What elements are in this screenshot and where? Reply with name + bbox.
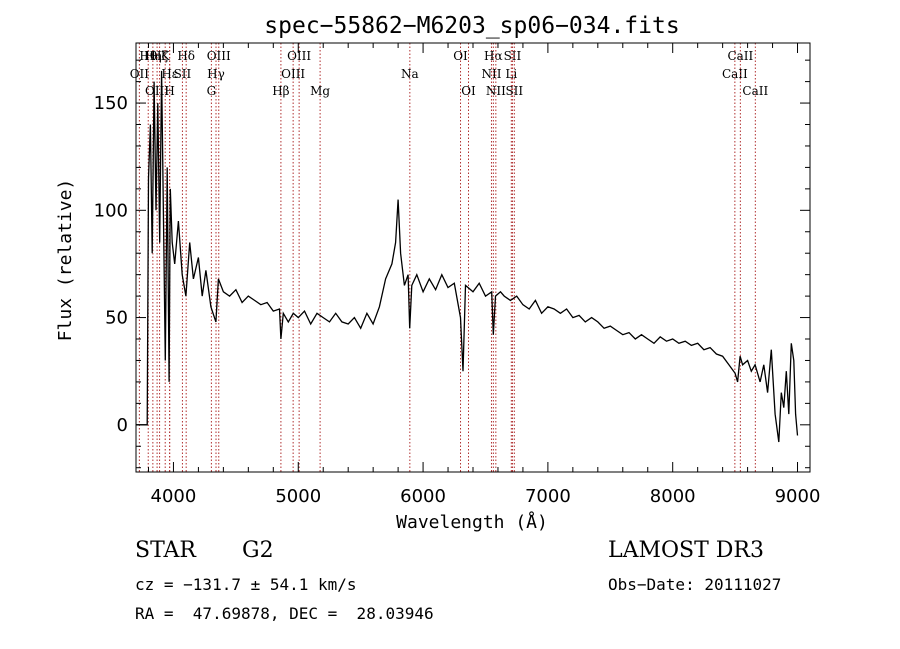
line-label-27: CaII — [727, 49, 753, 63]
line-label-13: Hβ — [272, 84, 289, 98]
line-label-16: Mg — [310, 84, 330, 98]
chart-title: spec−55862−M6203_sp06−034.fits — [264, 13, 679, 39]
x-tick-label-1: 5000 — [275, 486, 321, 507]
redshift-value: cz = −131.7 ± 54.1 km/s — [135, 575, 357, 594]
survey-name: LAMOST DR3 — [608, 538, 764, 563]
y-tick-label-2: 100 — [94, 200, 128, 221]
line-label-17: Na — [401, 67, 419, 81]
x-tick-label-2: 6000 — [400, 486, 446, 507]
line-label-21: Hα — [484, 49, 503, 63]
line-label-0: OII — [130, 67, 150, 81]
line-label-9: Hδ — [177, 49, 195, 63]
y-tick-label-3: 150 — [94, 93, 128, 114]
line-label-19: OI — [461, 84, 476, 98]
line-label-4: Hζ — [151, 49, 168, 63]
x-axis-label: Wavelength (Å) — [396, 511, 548, 533]
coordinates: RA = 47.69878, DEC = 28.03946 — [135, 604, 434, 623]
y-axis-label: Flux (relative) — [55, 179, 76, 342]
line-label-18: OI — [453, 49, 468, 63]
observation-date: Obs−Date: 20111027 — [608, 575, 782, 594]
axis-ticks: 4000 5000 6000 7000 8000 9000 0 50 100 150 — [94, 43, 821, 507]
line-label-26: CaII — [722, 67, 748, 81]
line-label-20: NII — [481, 67, 501, 81]
line-label-6: H — [164, 84, 174, 98]
spectrum-line — [136, 70, 799, 443]
line-label-7: Hε — [161, 67, 178, 81]
x-tick-label-0: 4000 — [151, 486, 197, 507]
line-label-8: SII — [174, 67, 192, 81]
x-tick-label-4: 8000 — [650, 486, 696, 507]
line-label-14: OIII — [281, 67, 305, 81]
plot-frame — [135, 42, 811, 473]
line-label-12: OIII — [207, 49, 231, 63]
line-label-23: Li — [505, 67, 517, 81]
line-label-24: SII — [504, 49, 522, 63]
x-tick-label-3: 7000 — [525, 486, 571, 507]
object-subclass: G2 — [242, 538, 274, 563]
x-tick-label-5: 9000 — [775, 486, 821, 507]
line-label-1: Hθ — [139, 49, 157, 63]
line-label-5: K — [161, 49, 171, 63]
line-label-3: OIII — [145, 84, 169, 98]
y-tick-label-1: 50 — [105, 308, 128, 329]
line-label-25: SII — [505, 84, 523, 98]
line-label-10: G — [207, 84, 217, 98]
line-label-28: CaII — [742, 84, 768, 98]
y-tick-label-0: 0 — [117, 415, 128, 436]
object-class: STAR — [135, 538, 196, 563]
line-label-2: Hη — [144, 49, 162, 63]
spectral-line-markers: OIIHθHηOIIIHζKHHεSIIHδGHγOIIIHβOIIIOIIIM… — [130, 43, 768, 472]
line-label-11: Hγ — [207, 67, 225, 81]
line-label-15: OIII — [287, 49, 311, 63]
line-label-22: NII — [486, 84, 506, 98]
